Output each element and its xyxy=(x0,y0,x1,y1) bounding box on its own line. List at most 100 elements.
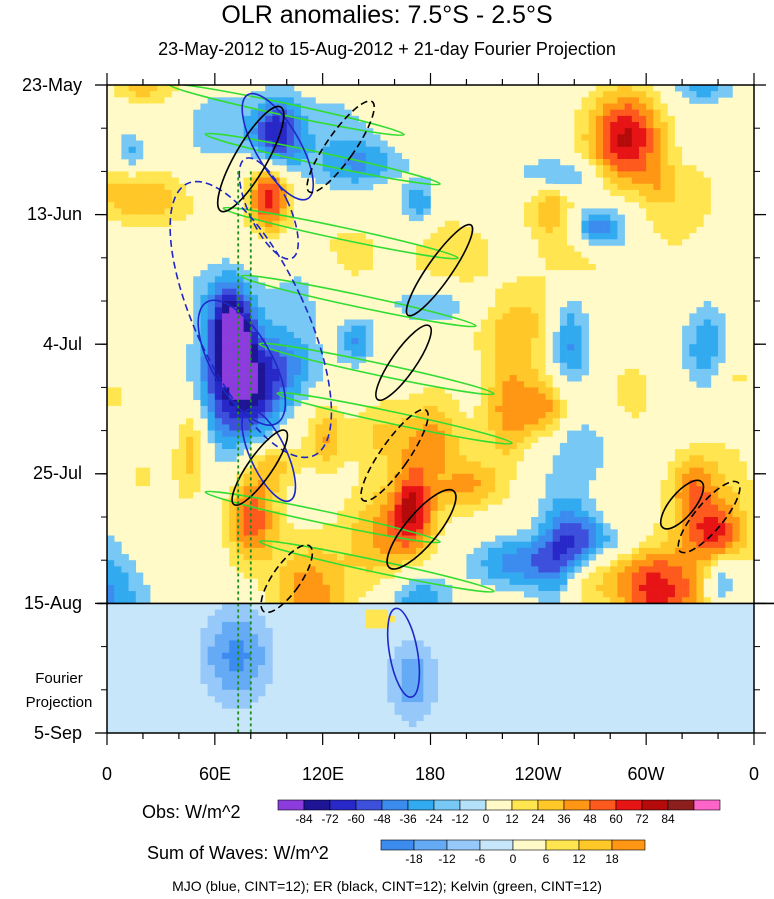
field-cell xyxy=(545,412,554,419)
field-cell xyxy=(638,473,647,481)
field-cell xyxy=(624,356,633,364)
field-cell xyxy=(509,535,518,542)
field-cell xyxy=(308,115,316,123)
field-cell xyxy=(531,319,539,326)
field-cell xyxy=(250,134,259,141)
field-cell xyxy=(358,381,367,388)
field-cell xyxy=(430,399,438,407)
field-cell xyxy=(135,233,144,240)
field-cell xyxy=(308,226,316,234)
field-cell xyxy=(250,529,259,536)
field-cell xyxy=(452,109,460,117)
field-cell xyxy=(696,226,704,234)
field-cell xyxy=(351,498,359,505)
field-cell xyxy=(667,239,676,246)
field-cell xyxy=(523,430,532,438)
field-cell xyxy=(703,208,712,215)
field-cell xyxy=(495,307,503,314)
field-cell xyxy=(222,381,230,388)
field-cell xyxy=(322,449,331,456)
field-cell xyxy=(121,387,129,394)
field-cell xyxy=(523,319,532,326)
field-cell xyxy=(495,399,503,407)
field-cell xyxy=(495,461,503,468)
field-cell xyxy=(610,387,618,394)
field-cell xyxy=(337,517,345,524)
field-cell xyxy=(495,301,503,308)
field-cell xyxy=(365,251,374,259)
field-cell xyxy=(459,282,467,289)
field-cell xyxy=(452,208,460,215)
field-cell xyxy=(351,467,359,475)
field-cell xyxy=(214,220,223,228)
field-cell xyxy=(689,313,697,320)
field-cell xyxy=(718,473,726,481)
field-cell xyxy=(114,294,122,302)
field-cell xyxy=(164,523,172,530)
field-cell xyxy=(588,282,597,289)
field-cell xyxy=(559,510,568,518)
field-cell xyxy=(157,91,165,98)
field-cell xyxy=(329,257,338,265)
field-cell xyxy=(193,350,201,357)
field-cell xyxy=(653,424,661,431)
field-cell xyxy=(308,233,316,240)
field-cell xyxy=(495,239,503,246)
field-cell xyxy=(380,214,388,222)
field-cell xyxy=(387,196,395,203)
field-cell xyxy=(595,301,604,308)
field-cell xyxy=(250,405,259,413)
field-cell xyxy=(660,492,669,499)
field-cell xyxy=(200,529,208,536)
field-cell xyxy=(444,208,453,215)
field-cell xyxy=(128,282,137,289)
field-cell xyxy=(732,467,740,475)
field-cell xyxy=(423,529,431,536)
field-cell xyxy=(337,393,345,401)
field-cell xyxy=(250,202,259,209)
field-cell xyxy=(646,350,654,357)
field-cell xyxy=(387,412,395,419)
field-cell xyxy=(531,294,539,302)
field-cell xyxy=(315,412,323,419)
field-cell xyxy=(243,282,252,289)
field-cell xyxy=(229,226,237,234)
field-cell xyxy=(444,498,453,505)
field-cell xyxy=(509,214,518,222)
field-cell xyxy=(243,146,252,154)
field-cell xyxy=(150,245,158,252)
field-cell xyxy=(509,220,518,228)
field-cell xyxy=(660,220,669,228)
field-cell xyxy=(466,455,474,462)
field-cell xyxy=(610,233,618,240)
field-cell xyxy=(408,270,417,277)
field-cell xyxy=(416,418,424,425)
field-cell xyxy=(358,220,367,228)
field-cell xyxy=(243,220,252,228)
field-cell xyxy=(207,381,216,388)
field-cell xyxy=(718,405,726,413)
field-cell xyxy=(279,220,288,228)
field-cell xyxy=(272,344,280,351)
field-cell xyxy=(243,523,252,530)
field-cell xyxy=(408,208,417,215)
field-cell xyxy=(207,486,216,493)
field-cell xyxy=(308,239,316,246)
field-cell xyxy=(308,134,316,141)
field-cell xyxy=(301,202,309,209)
field-cell xyxy=(545,356,554,364)
field-cell xyxy=(121,449,129,456)
field-cell xyxy=(531,202,539,209)
field-cell xyxy=(135,461,144,468)
field-cell xyxy=(416,270,424,277)
field-cell xyxy=(222,115,230,123)
field-cell xyxy=(150,115,158,123)
field-cell xyxy=(107,381,115,388)
field-cell xyxy=(437,529,446,536)
field-cell xyxy=(674,214,683,222)
field-cell xyxy=(459,504,467,512)
field-cell xyxy=(272,214,280,222)
field-cell xyxy=(322,128,331,135)
field-cell xyxy=(372,282,381,289)
field-cell xyxy=(186,517,194,524)
